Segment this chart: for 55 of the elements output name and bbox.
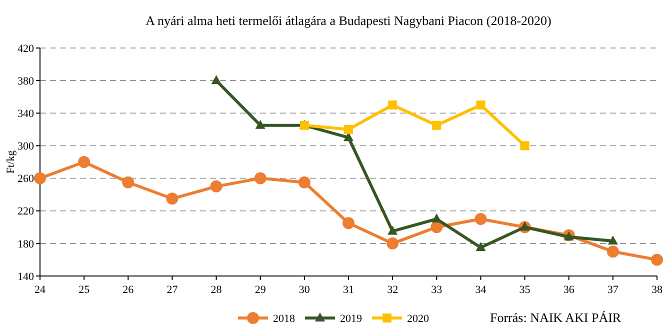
point — [606, 246, 619, 258]
point — [78, 156, 90, 168]
x-tick-label: 31 — [343, 284, 354, 296]
point — [255, 120, 266, 129]
y-tick-label: 300 — [18, 140, 34, 153]
point — [432, 120, 442, 130]
y-tick-label: 180 — [18, 238, 34, 250]
legend-label: 2018 — [273, 312, 296, 325]
x-tick-label: 34 — [475, 284, 487, 296]
point — [520, 222, 530, 231]
y-axis-title: Ft/kg — [5, 150, 17, 174]
chart-title: A nyári alma heti termelői átlagára a Budapesti Nagybani Piacon (2018-2020) — [146, 13, 552, 28]
point — [34, 172, 46, 184]
point — [254, 172, 266, 184]
text: Forrás: NAIK AKI PÁIR — [490, 310, 622, 325]
point — [298, 176, 310, 188]
x-tick-label: 38 — [652, 284, 663, 296]
point — [344, 132, 354, 142]
y-tick-label: 420 — [18, 42, 34, 55]
x-tick-label: 32 — [387, 284, 398, 296]
point — [388, 226, 398, 235]
y-tick-label: 340 — [18, 108, 34, 120]
y-tick-label: 140 — [18, 270, 34, 283]
x-tick-label: 37 — [607, 284, 619, 296]
x-tick-label: 25 — [78, 284, 90, 296]
point — [520, 141, 530, 150]
legend-label: 2019 — [340, 312, 362, 325]
point — [476, 100, 486, 110]
x-tick-label: 28 — [210, 284, 222, 296]
point — [476, 242, 486, 251]
y-tick-label: 380 — [18, 75, 34, 88]
x-tick-label: 33 — [431, 284, 443, 296]
point — [608, 235, 618, 244]
point — [166, 192, 178, 205]
x-tick-label: 26 — [122, 284, 134, 296]
point — [388, 100, 398, 110]
point — [432, 214, 442, 222]
point — [474, 213, 487, 225]
x-tick-label: 24 — [34, 284, 46, 296]
point — [344, 124, 353, 134]
point — [651, 254, 663, 266]
x-tick-label: 27 — [166, 284, 178, 296]
point — [430, 221, 443, 234]
point — [211, 75, 222, 84]
point — [210, 180, 222, 192]
x-tick-label: 30 — [298, 284, 310, 296]
y-tick-label: 220 — [18, 206, 34, 218]
point — [122, 176, 134, 188]
x-tick-label: 29 — [254, 284, 266, 296]
point — [386, 237, 399, 250]
legend-label: 2020 — [407, 312, 430, 325]
x-tick-label: 35 — [519, 284, 531, 296]
point — [342, 217, 354, 230]
y-tick-label: 260 — [18, 173, 34, 186]
x-tick-label: 36 — [563, 284, 575, 296]
